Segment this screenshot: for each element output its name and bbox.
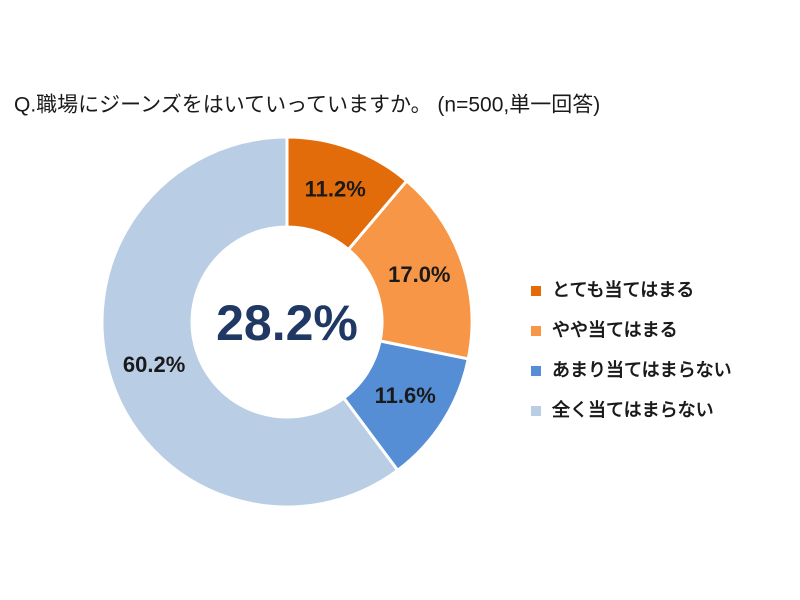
chart-title: Q.職場にジーンズをはいていっていますか。 (n=500,単一回答) [14, 94, 600, 117]
slice-label: 17.0% [388, 262, 450, 287]
center-label: 28.2% [216, 295, 358, 351]
slice-label: 11.6% [375, 383, 436, 408]
legend-swatch [531, 326, 541, 336]
legend-swatch [531, 366, 541, 376]
legend-label: あまり当てはまらない [552, 359, 732, 380]
legend-swatch [531, 286, 541, 296]
donut-slice [100, 135, 400, 509]
slice-label: 11.2% [305, 176, 366, 201]
legend-swatch [531, 406, 541, 416]
legend-label: やや当てはまる [552, 319, 678, 340]
donut-slice [346, 178, 474, 361]
legend-label: とても当てはまる [552, 279, 694, 300]
legend-label: 全く当てはまらない [551, 399, 714, 420]
slice-label: 60.2% [123, 352, 185, 377]
